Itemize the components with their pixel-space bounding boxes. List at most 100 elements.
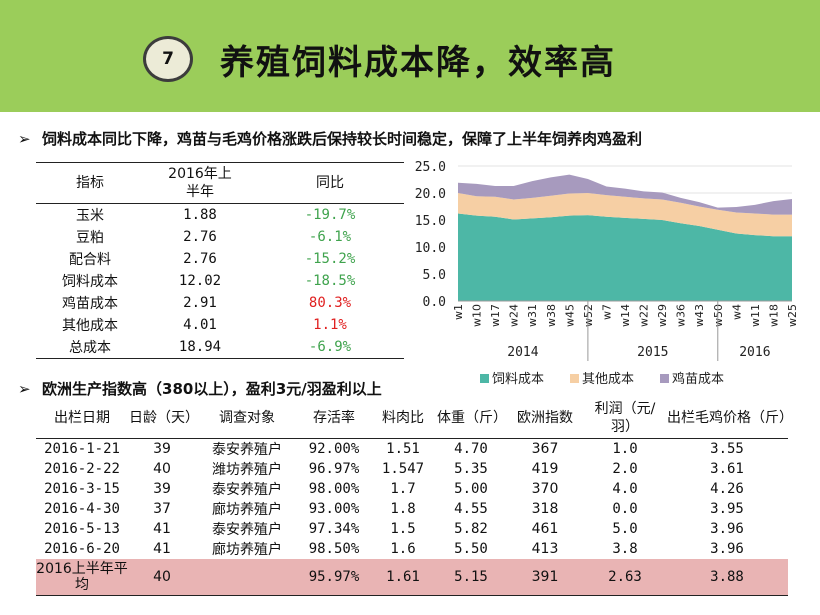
farm-cell: 潍坊养殖户 xyxy=(212,462,282,478)
y-tick-label: 5.0 xyxy=(423,268,446,283)
year-label: 2014 xyxy=(507,345,538,360)
cost-name-cell: 鸡苗成本 xyxy=(62,296,118,312)
farm-table-row: 2016-3-15 39 泰安养殖户 98.00% 1.7 5.00 370 4.0 4.26 xyxy=(36,479,788,499)
farm-cell: 3.61 xyxy=(710,461,744,477)
farm-cell: 泰安养殖户 xyxy=(212,482,282,498)
farm-cell: 1.5 xyxy=(390,521,416,537)
cost-yoy-cell: -19.7% xyxy=(304,207,356,223)
year-label: 2015 xyxy=(637,345,668,360)
legend-swatch xyxy=(480,374,489,383)
x-tick-label: w24 xyxy=(508,304,521,327)
farm-cell: 5.82 xyxy=(454,521,488,537)
cost-table-row: 配合料 2.76 -15.2% xyxy=(36,248,404,270)
cost-area-chart: 0.0 5.0 10.0 15.0 20.0 25.0 w1 w10 w17 w24 w31 w38 w… xyxy=(415,160,799,387)
farm-cell: 39 xyxy=(153,481,171,497)
farm-average-cell: 5.15 xyxy=(436,559,506,596)
x-tick-label: w29 xyxy=(656,304,669,327)
cost-yoy-cell: -18.5% xyxy=(304,273,356,289)
farm-cell: 2016-3-15 xyxy=(44,481,120,497)
header-indicator: 指标 xyxy=(36,162,144,204)
farm-cell: 1.547 xyxy=(381,461,425,477)
cost-name-cell: 玉米 xyxy=(76,208,104,224)
farm-header-cell: 调查对象 xyxy=(196,398,298,439)
farm-cell: 5.00 xyxy=(454,481,488,497)
series-area-0 xyxy=(458,213,792,301)
cost-table-row: 玉米 1.88 -19.7% xyxy=(36,204,404,227)
series-area-1 xyxy=(458,193,792,237)
farm-cell: 41 xyxy=(153,521,171,537)
cost-name-cell: 其他成本 xyxy=(62,318,118,334)
farm-cell: 2016-1-21 xyxy=(44,441,120,457)
farm-cell: 413 xyxy=(531,541,559,557)
farm-table: 出栏日期 日龄（天） 调查对象 存活率 料肉比 体重（斤） 欧洲指数 利润（元/羽） 出栏毛鸡价… xyxy=(36,398,793,596)
bullet-text: 饲料成本同比下降，鸡苗与毛鸡价格涨跌后保持较长时间稳定，保障了上半年饲养肉鸡盈利 xyxy=(42,130,643,148)
cost-value-cell: 2.76 xyxy=(183,229,217,245)
x-tick-label: w25 xyxy=(786,304,799,327)
farm-cell: 2016-2-22 xyxy=(44,461,120,477)
farm-cell: 廊坊养殖户 xyxy=(212,542,282,558)
farm-cell: 92.00% xyxy=(308,441,360,457)
farm-header-cell: 体重（斤） xyxy=(436,398,507,439)
farm-cell: 1.7 xyxy=(390,481,416,497)
cost-yoy-cell: -6.1% xyxy=(308,229,352,245)
cost-table-row: 其他成本 4.01 1.1% xyxy=(36,314,404,336)
cost-yoy-cell: 80.3% xyxy=(308,295,352,311)
x-tick-label: w11 xyxy=(749,304,762,327)
cost-value-cell: 2.76 xyxy=(183,251,217,267)
farm-cell: 98.50% xyxy=(308,541,360,557)
header-period: 2016年上半年 xyxy=(144,162,256,204)
farm-cell: 2016-6-20 xyxy=(44,541,120,557)
x-tick-label: w18 xyxy=(767,304,780,327)
farm-cell: 廊坊养殖户 xyxy=(212,502,282,518)
arrow-bullet-icon: ➢ xyxy=(18,130,31,148)
farm-cell: 3.55 xyxy=(710,441,744,457)
farm-table-row: 2016-5-13 41 泰安养殖户 97.34% 1.5 5.82 461 5.0 3.96 xyxy=(36,519,788,539)
farm-average-cell: 391 xyxy=(506,559,584,596)
x-tick-label: w31 xyxy=(526,304,539,327)
cost-table: 指标 2016年上半年 同比 玉米 1.88 -19.7% 豆粕 2.76 -6.1% 配合… xyxy=(36,162,404,359)
farm-cell: 5.50 xyxy=(454,541,488,557)
farm-table-row: 2016-2-22 40 潍坊养殖户 96.97% 1.547 5.35 419 2.0 3.6… xyxy=(36,459,788,479)
slide-number: 7 xyxy=(162,49,174,69)
farm-cell: 4.0 xyxy=(612,481,638,497)
farm-cell: 3.8 xyxy=(612,541,638,557)
farm-cell: 泰安养殖户 xyxy=(212,522,282,538)
legend-label: 鸡苗成本 xyxy=(672,371,724,387)
farm-cell: 370 xyxy=(531,481,559,497)
farm-cell: 419 xyxy=(531,461,559,477)
header-yoy: 同比 xyxy=(256,162,404,204)
farm-cell: 1.0 xyxy=(612,441,638,457)
farm-cell: 37 xyxy=(153,501,171,517)
x-tick-label: w1 xyxy=(452,304,465,320)
x-tick-label: w38 xyxy=(545,304,558,327)
x-tick-label: w7 xyxy=(600,304,613,320)
cost-name-cell: 豆粕 xyxy=(76,230,104,246)
farm-table-row: 2016-1-21 39 泰安养殖户 92.00% 1.51 4.70 367 1.0 3.55 xyxy=(36,439,788,460)
farm-cell: 461 xyxy=(531,521,559,537)
farm-average-cell: 40 xyxy=(128,559,196,596)
cost-table-row: 总成本 18.94 -6.9% xyxy=(36,336,404,359)
farm-average-cell xyxy=(196,559,298,596)
y-tick-label: 0.0 xyxy=(423,295,446,310)
farm-header-cell: 欧洲指数 xyxy=(506,398,584,439)
cost-name-cell: 总成本 xyxy=(36,336,144,359)
farm-average-cell: 95.97% xyxy=(298,559,370,596)
farm-cell: 5.0 xyxy=(612,521,638,537)
x-tick-label: w14 xyxy=(619,304,632,327)
farm-cell: 2.0 xyxy=(612,461,638,477)
bullet-text: 欧洲生产指数高（380以上），盈利3元/羽盈利以上 xyxy=(42,380,382,398)
legend-swatch xyxy=(570,374,579,383)
farm-cell: 367 xyxy=(531,441,559,457)
bullet-point-1: ➢ 饲料成本同比下降，鸡苗与毛鸡价格涨跌后保持较长时间稳定，保障了上半年饲养肉鸡盈… xyxy=(18,128,642,149)
farm-cell: 40 xyxy=(153,461,171,477)
cost-table-row: 豆粕 2.76 -6.1% xyxy=(36,226,404,248)
farm-cell: 泰安养殖户 xyxy=(212,442,282,458)
x-tick-label: w36 xyxy=(675,304,688,327)
slide-number-badge: 7 xyxy=(143,36,193,82)
year-label: 2016 xyxy=(739,345,770,360)
farm-table-header: 出栏日期 日龄（天） 调查对象 存活率 料肉比 体重（斤） 欧洲指数 利润（元/羽） 出栏毛鸡价… xyxy=(36,398,793,439)
x-tick-label: w10 xyxy=(471,304,484,327)
farm-header-cell: 出栏日期 xyxy=(36,398,128,439)
cost-name-cell: 饲料成本 xyxy=(62,274,118,290)
farm-cell: 1.6 xyxy=(390,541,416,557)
